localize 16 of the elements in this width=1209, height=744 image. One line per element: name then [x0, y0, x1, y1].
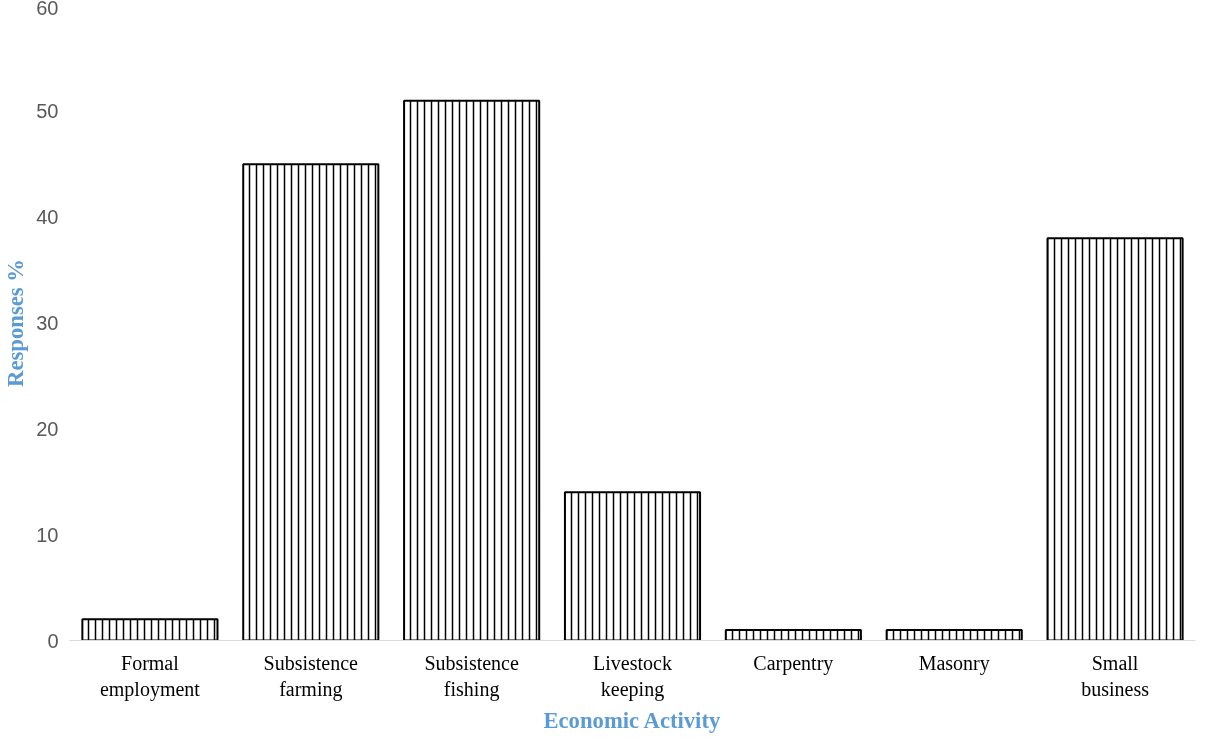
x-tick-label: Formal employment	[99, 651, 201, 701]
y-tick-label: 30	[36, 312, 59, 334]
y-tick-label: 0	[47, 629, 59, 652]
y-tick-label: 50	[36, 100, 59, 123]
x-tick-label: Carpentry	[753, 651, 834, 675]
x-tick-label: Small business	[1081, 651, 1150, 700]
y-tick-label: 60	[36, 0, 59, 19]
x-axis-title: Economic Activity	[543, 707, 721, 733]
y-tick-label: 20	[36, 417, 59, 440]
x-tick-label: Subsistence fishing	[424, 651, 519, 701]
x-tick-label: Masonry	[918, 651, 990, 675]
x-tick-label: Subsistence farming	[263, 651, 359, 701]
y-axis-title: Responses %	[3, 259, 29, 387]
y-tick-label: 10	[36, 523, 59, 546]
x-tick-label: Livestock keeping	[593, 651, 672, 701]
y-tick-label: 40	[36, 206, 59, 229]
